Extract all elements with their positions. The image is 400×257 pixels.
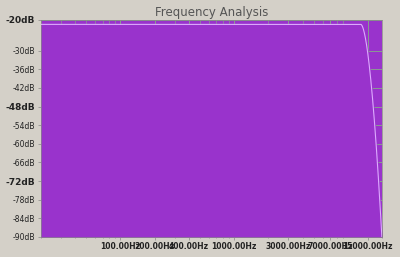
Title: Frequency Analysis: Frequency Analysis	[155, 6, 268, 19]
